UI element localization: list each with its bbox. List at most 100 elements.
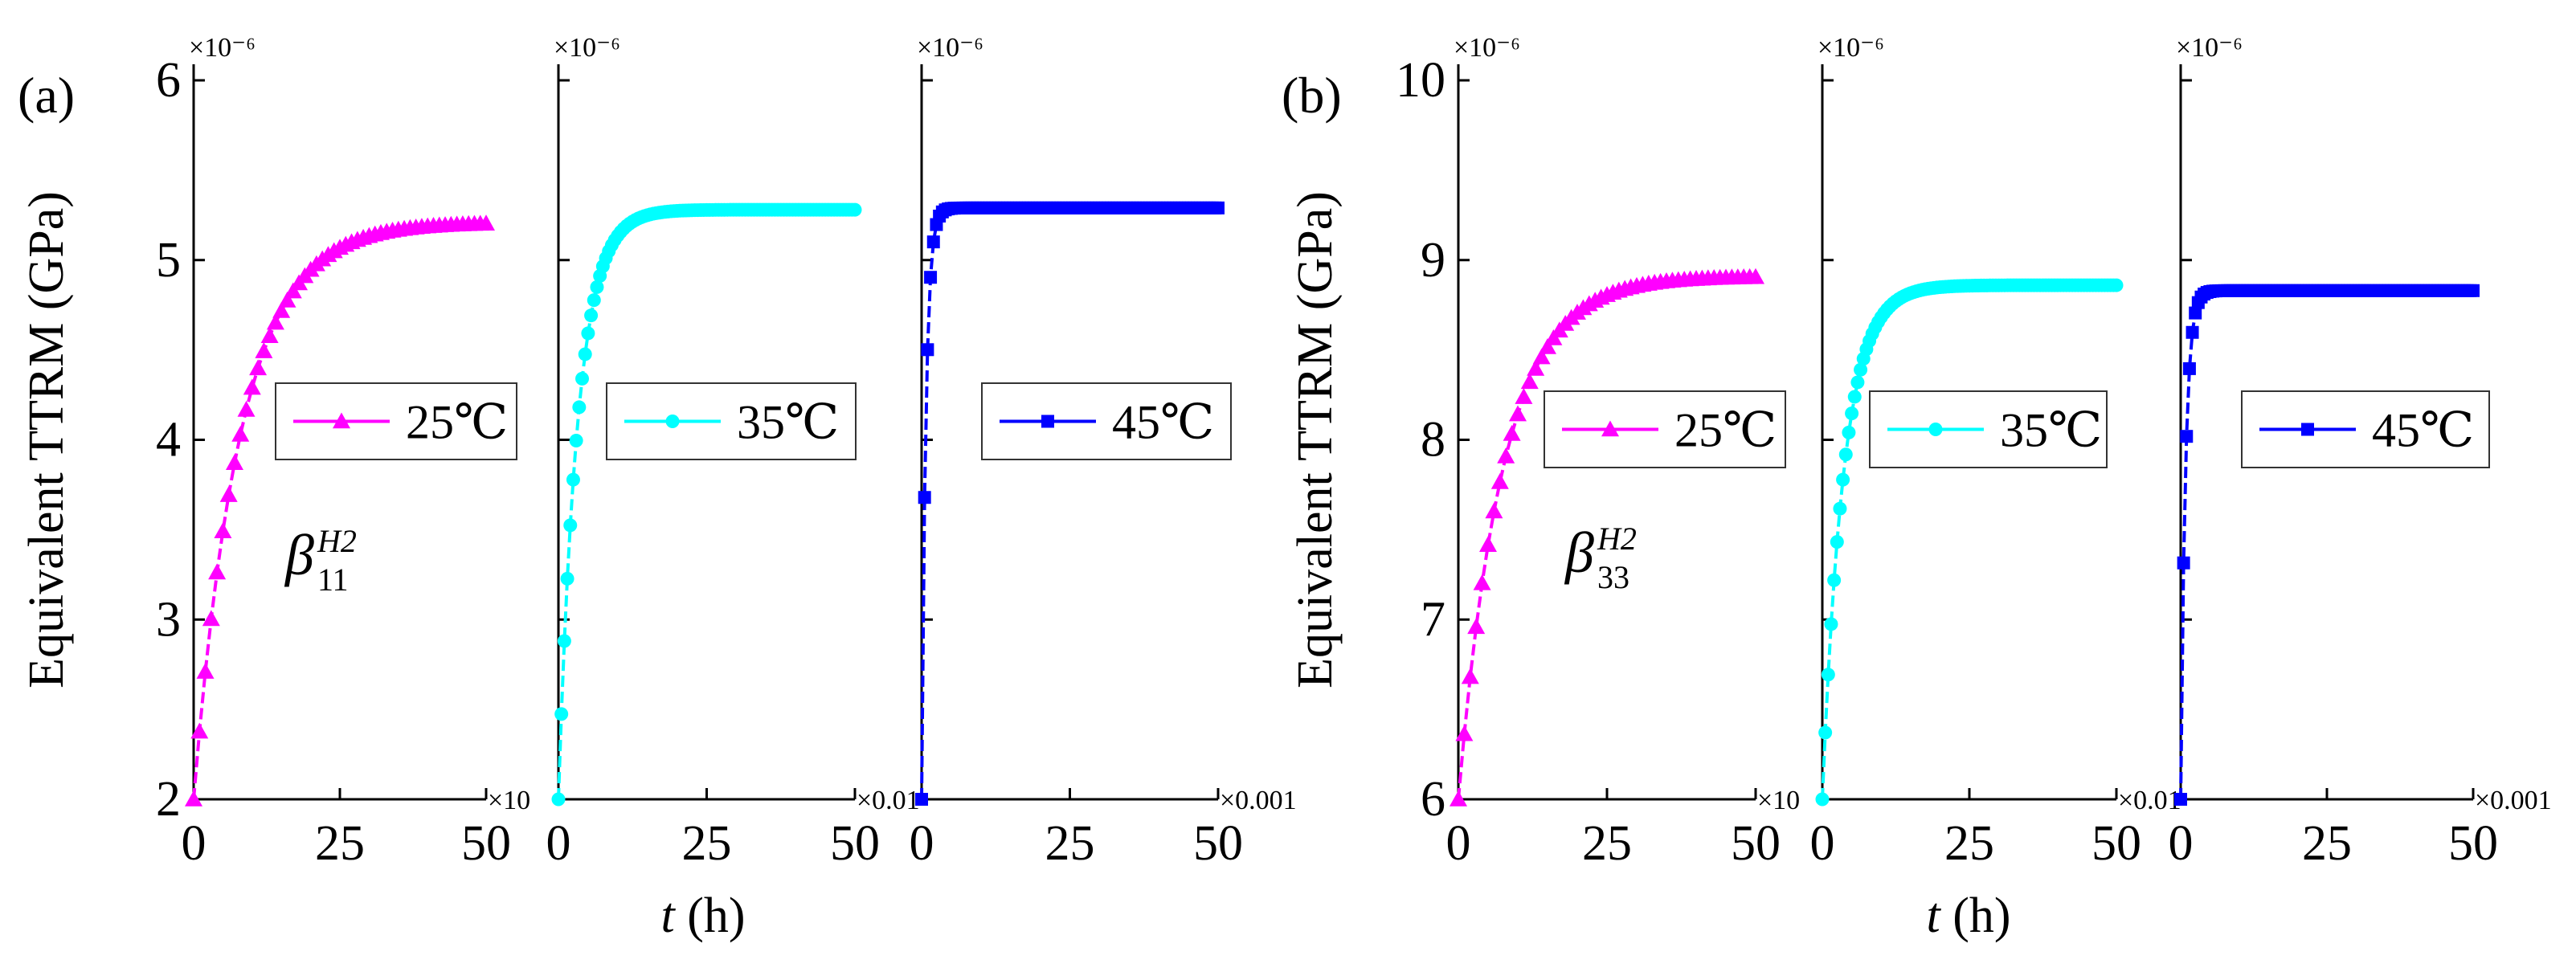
legend-marker (2301, 423, 2314, 436)
series-marker (231, 425, 250, 442)
series-marker (560, 571, 574, 586)
legend: 35℃ (1869, 390, 2108, 468)
series-marker (563, 518, 578, 533)
x-tick-label: 50 (461, 816, 511, 871)
series-marker (1455, 725, 1474, 741)
y-tick-label: 10 (1396, 53, 1445, 108)
series-marker (219, 486, 238, 502)
series-marker (1479, 536, 1497, 552)
series-marker (578, 347, 592, 361)
x-tick-label: 0 (1446, 816, 1471, 871)
x-tick-label: 50 (2448, 816, 2498, 871)
series-marker (190, 722, 209, 739)
x-tick-label: 50 (1193, 816, 1243, 871)
series-marker (237, 400, 256, 417)
y-tick-label: 6 (156, 53, 181, 108)
y-multiplier-label: ×10⁻⁶ (189, 33, 256, 63)
legend-marker (1041, 415, 1054, 428)
annotation-subscript: 11 (317, 562, 349, 598)
x-tick-label: 50 (830, 816, 880, 871)
x-tick-label: 0 (182, 816, 206, 871)
x-multiplier-label: ×0.001 (1220, 786, 1297, 815)
series-marker (2174, 793, 2187, 806)
legend-marker (333, 412, 350, 429)
series-marker (2467, 284, 2480, 297)
legend-label: 25℃ (1674, 404, 1777, 457)
x-tick-label: 0 (1810, 816, 1835, 871)
series-marker (1815, 792, 1830, 807)
legend: 45℃ (2241, 390, 2490, 468)
series-marker (590, 280, 604, 294)
series-marker (1450, 790, 1467, 807)
x-tick-label: 0 (546, 816, 571, 871)
series-marker (1520, 373, 1539, 390)
x-multiplier-label: ×10 (1757, 786, 1800, 815)
series-marker (272, 301, 291, 318)
series-marker (1830, 535, 1844, 549)
y-tick-label: 2 (156, 772, 181, 827)
series-marker (1467, 618, 1486, 635)
y-multiplier-label: ×10⁻⁶ (1818, 33, 1884, 63)
series-marker (1833, 501, 1847, 516)
y-axis-title: Equivalent TTRM (GPa) (1288, 191, 1343, 688)
series-marker (566, 472, 580, 487)
series-line (557, 208, 855, 800)
series-marker (214, 522, 232, 539)
series-marker (551, 792, 566, 807)
series-marker (2180, 430, 2194, 443)
subplot-2: ×10⁻⁶ 0 25 50×0.01 35℃ (1810, 33, 2181, 871)
x-tick-label: 25 (1582, 816, 1632, 871)
legend-label: 45℃ (2372, 404, 2474, 457)
x-tick-label: 0 (910, 816, 934, 871)
legend-label: 35℃ (737, 396, 839, 449)
series-marker (196, 663, 215, 679)
x-axis-title: t (h) (1926, 888, 2010, 943)
series-marker (260, 327, 279, 343)
series-marker (1461, 668, 1479, 684)
series-marker (1490, 472, 1509, 489)
series-marker (1473, 574, 1491, 590)
series-marker (572, 400, 587, 415)
series-marker (1850, 375, 1865, 390)
subplot-2: ×10⁻⁶ 0 25 50×0.01 35℃ (546, 33, 920, 871)
annotation-subscript: 33 (1597, 559, 1629, 595)
series-marker (1845, 406, 1859, 421)
y-tick-label: 8 (1421, 413, 1445, 468)
subplot-3: ×10⁻⁶ 0 25 50×0.001 45℃ (2169, 33, 2552, 871)
series-marker (1539, 338, 1556, 354)
series-marker (918, 491, 931, 504)
series-marker (915, 793, 928, 806)
series-marker (1485, 502, 1503, 519)
series-marker (1515, 388, 1533, 404)
series-marker (1503, 424, 1521, 441)
series-line (920, 206, 1218, 800)
series-marker (185, 790, 202, 807)
legend-marker (1601, 420, 1619, 437)
series-marker (2109, 278, 2124, 292)
y-multiplier-label: ×10⁻⁶ (1454, 33, 1520, 63)
y-multiplier-label: ×10⁻⁶ (554, 33, 620, 63)
series-marker (581, 326, 595, 341)
series-line (2179, 288, 2473, 800)
series-marker (1509, 405, 1527, 422)
series-marker (921, 343, 934, 357)
legend: 25℃ (275, 382, 517, 460)
series-marker (557, 634, 571, 648)
annotation-superscript: H2 (317, 523, 357, 559)
legend-label: 35℃ (2000, 404, 2102, 457)
x-axis-title-variable: t (1926, 888, 1941, 943)
series-marker (1747, 268, 1764, 284)
legend: 45℃ (981, 382, 1232, 460)
y-tick-label: 4 (156, 413, 181, 468)
x-tick-label: 50 (1731, 816, 1781, 871)
series-marker (1532, 348, 1551, 365)
annotation-superscript: H2 (1597, 521, 1637, 557)
subplot-1: 2 3 4 5 6 ×10⁻⁶ 0 25 50×10 25℃ (156, 33, 530, 871)
subplot-3: ×10⁻⁶ 0 25 50×0.001 45℃ (910, 33, 1297, 871)
series-marker (1497, 447, 1515, 464)
series-marker (1827, 573, 1842, 587)
legend-marker (1928, 423, 1943, 436)
y-tick-label: 5 (156, 233, 181, 288)
series-marker (278, 291, 296, 308)
y-tick-label: 9 (1421, 233, 1445, 288)
